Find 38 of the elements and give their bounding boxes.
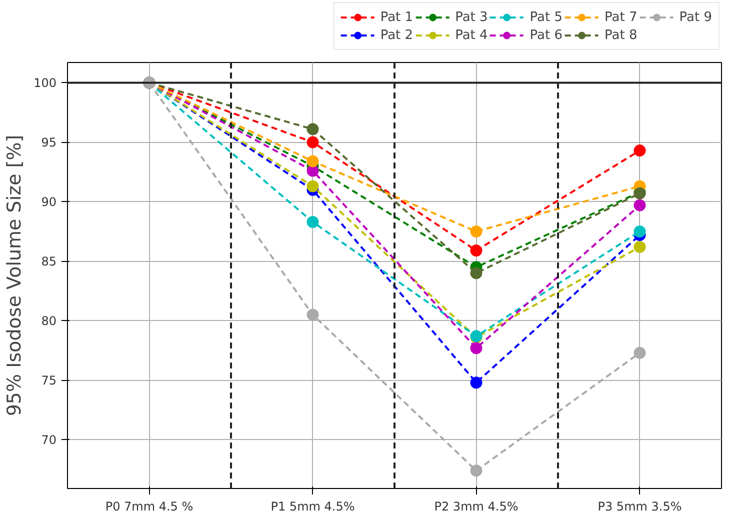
y-tick-label: 100 bbox=[34, 76, 56, 90]
y-tick-label: 70 bbox=[41, 433, 57, 448]
point bbox=[306, 308, 319, 321]
legend-label: Pat 8 bbox=[604, 27, 638, 43]
legend-label: Pat 3 bbox=[455, 9, 488, 25]
legend-label: Pat 5 bbox=[530, 9, 563, 25]
legend-label: Pat 9 bbox=[679, 9, 712, 25]
point bbox=[470, 342, 482, 354]
point bbox=[634, 346, 646, 359]
point bbox=[470, 225, 482, 238]
point bbox=[470, 376, 482, 389]
y-tick-label: 85 bbox=[41, 254, 57, 269]
point bbox=[306, 180, 319, 192]
point bbox=[470, 244, 482, 256]
point bbox=[470, 464, 482, 477]
legend-label: Pat 2 bbox=[380, 27, 414, 43]
point bbox=[306, 123, 319, 136]
point bbox=[634, 144, 646, 157]
y-tick-label: 75 bbox=[41, 374, 57, 388]
point bbox=[634, 199, 646, 212]
point bbox=[634, 240, 646, 253]
point bbox=[306, 136, 319, 148]
y-tick-label: 80 bbox=[41, 314, 57, 328]
legend-label: Pat 7 bbox=[604, 9, 638, 25]
legend-label: Pat 6 bbox=[530, 27, 563, 43]
point bbox=[306, 155, 319, 168]
point bbox=[634, 225, 646, 238]
y-axis-title: 95% Isodose Volume Size [%] bbox=[4, 134, 26, 416]
legend-label: Pat 4 bbox=[455, 27, 488, 43]
x-tick-label: P1 5mm 4.5% bbox=[270, 500, 355, 514]
point bbox=[306, 216, 319, 228]
y-tick-label: 90 bbox=[41, 195, 57, 210]
y-tick-label: 95 bbox=[41, 136, 57, 150]
point bbox=[470, 267, 482, 280]
x-tick-label: P2 3mm 4.5% bbox=[434, 500, 518, 514]
x-tick-label: P0 7mm 4.5 % bbox=[105, 500, 194, 514]
x-tick-label: P3 5mm 3.5% bbox=[598, 500, 682, 514]
legend-label: Pat 1 bbox=[380, 9, 414, 25]
